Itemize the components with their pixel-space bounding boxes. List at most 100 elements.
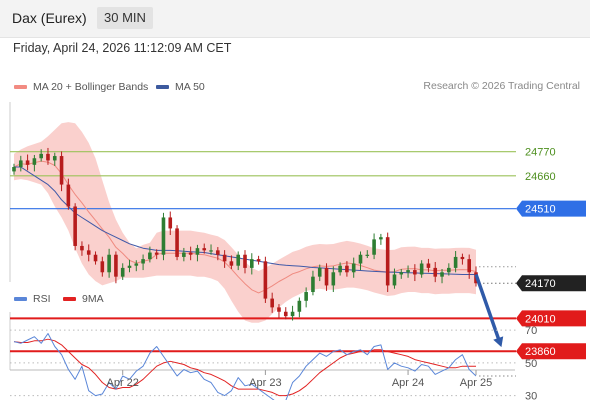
rsi-legend-label: RSI [33, 293, 51, 305]
candle-body [277, 307, 281, 312]
candle-body [460, 256, 465, 260]
candle [134, 260, 139, 272]
candle-body [283, 311, 288, 317]
bollinger-band-area [14, 122, 476, 323]
timestamp: Friday, April 24, 2026 11:12:09 AM CET [13, 41, 232, 55]
candle-body [32, 158, 37, 165]
candle-body [141, 259, 145, 264]
candle-body [107, 254, 111, 273]
candle-body [80, 245, 84, 251]
candle [93, 251, 98, 265]
candle [107, 248, 111, 278]
candle [236, 251, 241, 271]
candle-body [385, 237, 390, 286]
candle-body [324, 267, 329, 286]
ma50-swatch [156, 85, 169, 89]
candle-body [202, 248, 207, 251]
candle [406, 265, 410, 278]
level-tag-box [516, 310, 586, 327]
candle [216, 247, 220, 261]
candle [453, 251, 458, 273]
candle-body [86, 250, 91, 255]
candle [243, 250, 247, 274]
candle [283, 307, 288, 320]
candle [46, 147, 50, 165]
candle [18, 155, 23, 172]
level-label-24770: 24770 [525, 147, 556, 159]
candle-body [311, 276, 315, 293]
x-tick-label: Apr 23 [249, 377, 281, 389]
candle [399, 268, 404, 279]
last-price-label: 24170 [525, 278, 556, 290]
candle [345, 261, 349, 277]
candle [100, 256, 105, 277]
candle [39, 149, 43, 162]
candle [249, 253, 254, 275]
candle-body [148, 252, 152, 260]
candle-body [453, 256, 458, 268]
candle [80, 241, 84, 256]
level-label-24510: 24510 [525, 204, 556, 216]
candle-body [331, 272, 336, 286]
candle [188, 246, 193, 261]
candle-body [433, 267, 438, 277]
rsi-tick-label: 70 [525, 325, 537, 337]
candle [351, 257, 356, 278]
candle-body [297, 300, 302, 312]
candle-body [358, 254, 363, 264]
level-label-23860: 23860 [525, 346, 556, 358]
candle [379, 233, 383, 245]
ma20-line [13, 160, 477, 294]
level-tag-24510: 24510 [516, 200, 586, 217]
candle [317, 264, 322, 282]
interval-button[interactable]: 30 MIN [97, 7, 153, 29]
level-label-24660: 24660 [525, 171, 556, 183]
candle-body [59, 156, 64, 185]
candle [86, 244, 91, 262]
candle [392, 268, 397, 289]
candle [331, 266, 336, 293]
candle-body [365, 254, 370, 256]
candle-body [209, 250, 213, 252]
candle [59, 151, 64, 192]
candle [202, 243, 207, 254]
candle-body [195, 248, 200, 255]
candle [358, 251, 363, 271]
candle [433, 261, 438, 283]
candle [419, 260, 424, 278]
candle [426, 258, 431, 273]
candle [263, 256, 268, 303]
ma20-legend-label: MA 20 + Bollinger Bands [33, 81, 149, 93]
candle-body [372, 239, 376, 255]
candle-body [66, 184, 71, 207]
candle-body [114, 254, 118, 277]
ma20-swatch [14, 85, 27, 89]
level-tag-box [516, 200, 586, 217]
candle [12, 163, 16, 175]
level-tag-23860: 23860 [516, 343, 586, 360]
candle [467, 254, 472, 279]
candle [168, 211, 173, 235]
candle-body [392, 274, 397, 286]
candle [209, 244, 213, 255]
candle [161, 212, 166, 261]
candle-body [249, 259, 254, 268]
candle [195, 244, 200, 262]
instrument-title: Dax (Eurex) [12, 10, 87, 26]
candle-body [270, 298, 274, 308]
candle-body [426, 263, 431, 268]
candle [52, 152, 57, 166]
candle [32, 154, 37, 172]
candle-body [243, 254, 247, 268]
candle [148, 246, 152, 263]
candle [324, 263, 329, 291]
rsi-swatch [14, 297, 27, 301]
credit: Research © 2026 Trading Central [423, 80, 580, 92]
candle-body [73, 206, 77, 246]
candle [120, 263, 125, 280]
candle [256, 255, 261, 265]
candle-body [304, 292, 308, 301]
candle-body [345, 265, 349, 273]
rsi-ma-swatch [63, 297, 76, 301]
forecast-arrow-shaft [474, 273, 502, 344]
